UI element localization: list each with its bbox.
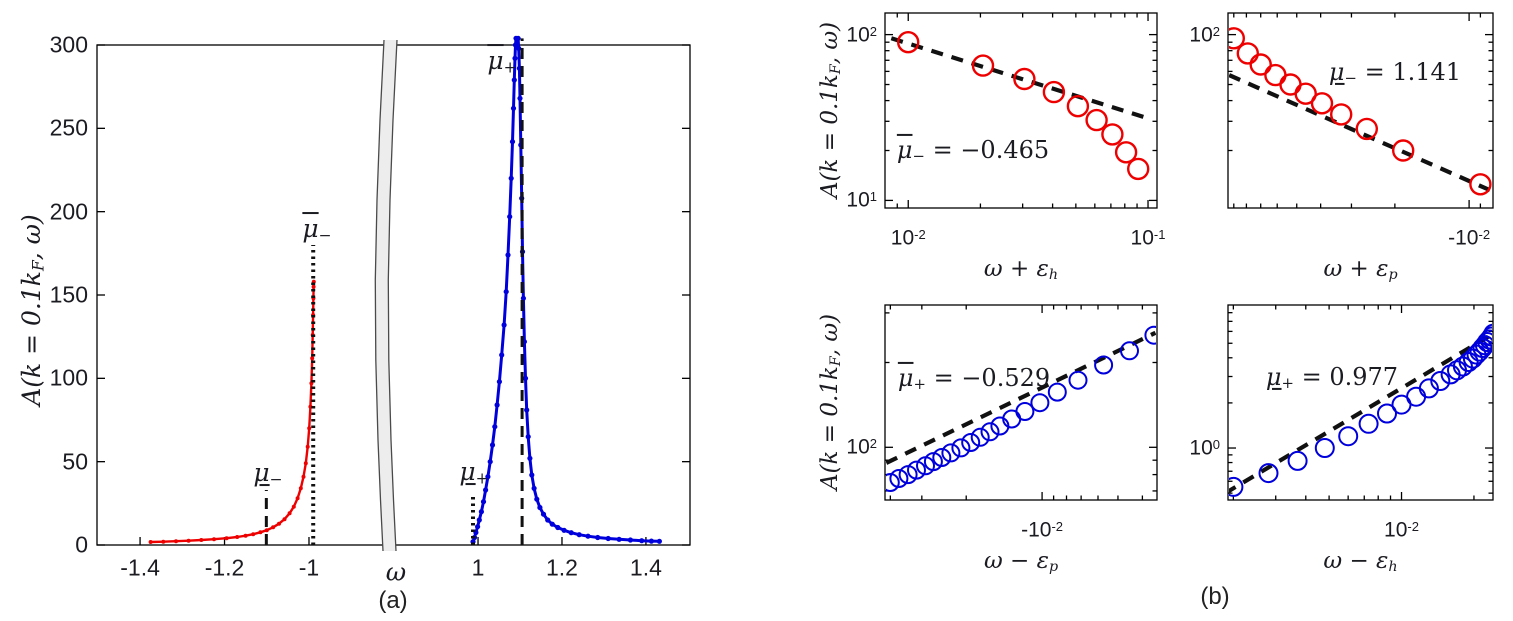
panel-b-subplot-hole-edge-fit bbox=[884, 12, 1158, 209]
particle-peak-fit-neg-data-point bbox=[1094, 355, 1114, 375]
hole-peak-fit-fit-line bbox=[1229, 331, 1492, 494]
hole-edge-fit-data-point bbox=[897, 31, 920, 54]
hole-edge-fit-data-point bbox=[1085, 108, 1108, 132]
panel-b-subplot-particle-edge-fit-neg bbox=[1227, 12, 1494, 209]
particle-edge-fit-neg-data-point bbox=[1249, 53, 1272, 76]
axis-break-band bbox=[374, 39, 398, 552]
particle-peak-fit-neg-data-point bbox=[886, 473, 900, 492]
particle-peak-fit-neg-data-point bbox=[980, 422, 1000, 442]
particle-peak-fit-neg-data-point bbox=[1120, 341, 1139, 361]
hole-branch-curve bbox=[148, 279, 316, 544]
hole-peak-fit-data-point bbox=[1406, 386, 1427, 407]
hole-peak-fit-data-point bbox=[1452, 356, 1473, 377]
particle-edge-fit-neg-data-point bbox=[1391, 139, 1415, 162]
particle-peak-fit-neg-data-point bbox=[1068, 370, 1088, 390]
particle-edge-fit-neg-fit-line bbox=[1229, 73, 1492, 193]
hole-peak-fit-data-point bbox=[1258, 463, 1279, 484]
hole-peak-fit-data-point bbox=[1314, 438, 1335, 458]
particle-edge-fit-neg-data-point bbox=[1355, 117, 1379, 141]
particle-edge-fit-neg-data-point bbox=[1264, 63, 1287, 87]
panel-b-subplot-particle-peak-fit-neg bbox=[884, 304, 1158, 501]
hole-peak-fit-data-point bbox=[1418, 378, 1439, 399]
hole-edge-fit-data-point bbox=[1013, 67, 1036, 91]
particle-edge-fit-neg-data-point bbox=[1329, 103, 1353, 126]
particle-peak-fit-neg-data-point bbox=[1015, 402, 1035, 421]
hole-edge-fit-data-point bbox=[1101, 123, 1124, 146]
particle-edge-fit-neg-data-point bbox=[1469, 173, 1492, 196]
particle-peak-fit-neg-data-point bbox=[941, 443, 961, 463]
particle-branch-curve bbox=[470, 35, 663, 545]
panel-b-subplot-hole-peak-fit bbox=[1227, 304, 1494, 501]
particle-edge-fit-neg-data-point bbox=[1229, 27, 1245, 50]
hole-edge-fit-data bbox=[890, 31, 1151, 181]
hole-edge-fit-data-point bbox=[1114, 141, 1138, 164]
particle-peak-fit-neg-data-point bbox=[1047, 382, 1067, 402]
hole-edge-fit-data-point bbox=[971, 54, 995, 77]
hole-peak-fit-data-point bbox=[1287, 450, 1308, 471]
hole-peak-fit-data-point bbox=[1481, 326, 1492, 347]
hole-edge-fit-data-point bbox=[1066, 94, 1090, 118]
hole-peak-fit-data-point bbox=[1229, 476, 1244, 497]
hole-edge-fit-fit-line bbox=[890, 36, 1151, 121]
particle-edge-fit-neg-data bbox=[1229, 27, 1492, 196]
particle-peak-fit-neg-data bbox=[886, 325, 1156, 492]
particle-peak-fit-neg-data-point bbox=[1030, 393, 1050, 413]
particle-edge-fit-neg-data-point bbox=[1310, 92, 1334, 115]
particle-peak-fit-neg-data-point bbox=[970, 427, 990, 447]
particle-peak-fit-neg-data-point bbox=[951, 438, 971, 458]
hole-peak-fit-data-point bbox=[1483, 323, 1492, 344]
hole-peak-fit-data-point bbox=[1358, 413, 1379, 434]
particle-edge-fit-neg-data-point bbox=[1279, 73, 1302, 96]
hole-edge-fit-data-point bbox=[1042, 80, 1066, 104]
hole-edge-fit-data-point bbox=[1126, 157, 1150, 181]
hole-peak-fit-data-point bbox=[1479, 329, 1492, 350]
particle-peak-fit-neg-data-point bbox=[907, 460, 926, 480]
particle-peak-fit-neg-fit-line bbox=[886, 330, 1156, 465]
particle-peak-fit-neg-data-point bbox=[961, 433, 981, 452]
hole-peak-fit-data-point bbox=[1338, 426, 1359, 447]
particle-peak-fit-neg-data-point bbox=[1144, 325, 1156, 345]
particle-edge-fit-neg-data-point bbox=[1236, 42, 1260, 65]
particle-peak-fit-neg-data-point bbox=[889, 469, 909, 488]
hole-peak-fit-data-point bbox=[1377, 403, 1397, 424]
particle-edge-fit-neg-data-point bbox=[1294, 82, 1317, 105]
particle-peak-fit-neg-data-point bbox=[932, 448, 952, 467]
hole-peak-fit-data bbox=[1229, 323, 1492, 497]
hole-peak-fit-data-point bbox=[1477, 332, 1492, 352]
hole-peak-fit-data-point bbox=[1430, 371, 1451, 391]
